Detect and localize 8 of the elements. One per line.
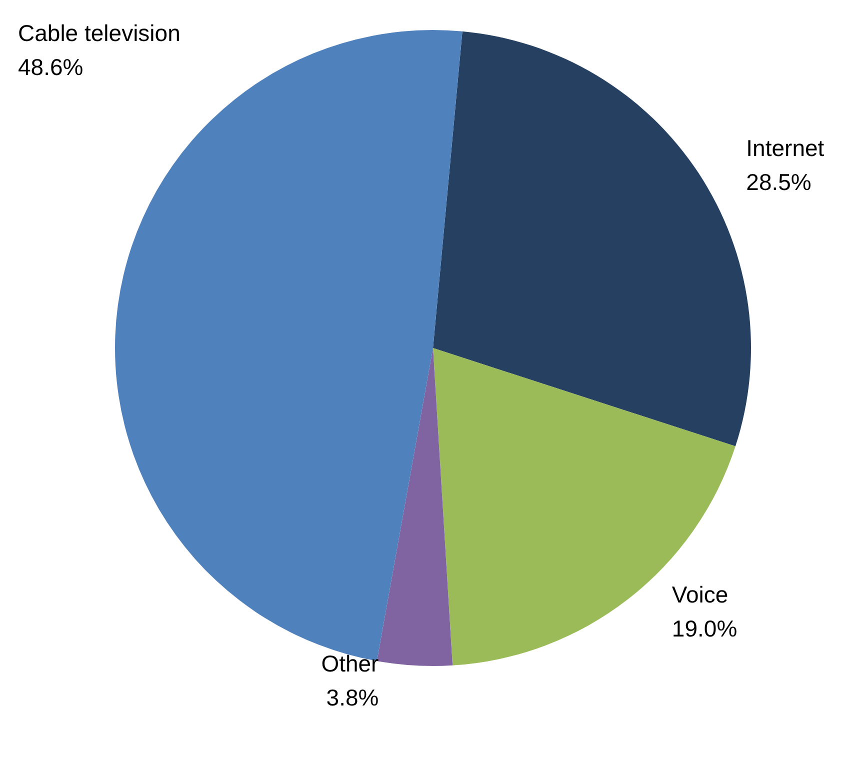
data-label: 28.5% <box>746 168 812 195</box>
data-label: 19.0% <box>672 615 738 642</box>
slice-label: Cable television <box>18 20 180 46</box>
slice-label: Internet <box>746 134 825 161</box>
slice-label: Voice <box>672 581 728 608</box>
data-label: 48.6% <box>18 54 84 80</box>
data-label: 3.8% <box>326 684 379 710</box>
slice-label: Other <box>321 650 380 676</box>
